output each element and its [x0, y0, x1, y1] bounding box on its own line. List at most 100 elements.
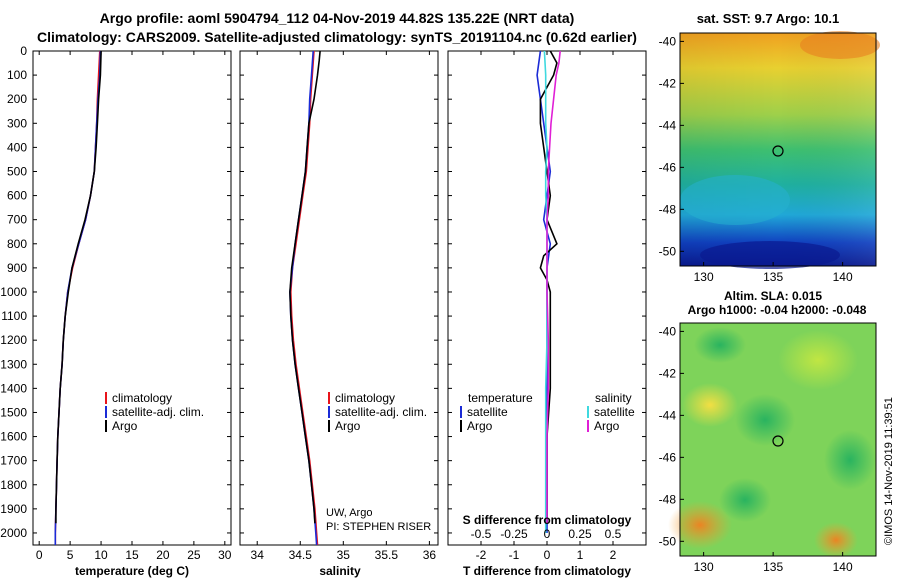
depth-tick-label: 800	[7, 237, 27, 251]
sla-map: Altim. SLA: 0.015 Argo h1000: -0.04 h200…	[659, 289, 877, 574]
difference-x-ticks: -2 -1 0 1 2	[476, 51, 617, 562]
satellite-adj-clim-line	[289, 50, 318, 546]
x-tick-label: 35	[337, 548, 351, 562]
salinity-series	[289, 50, 321, 546]
legend-climatology-label: climatology	[335, 391, 395, 405]
map-x-tick-label: 130	[694, 270, 714, 284]
sla-argo-location-marker	[772, 435, 784, 447]
map-y-tick-label: -48	[659, 492, 677, 506]
depth-tick-label: 700	[7, 213, 27, 227]
legend-argo-label: Argo	[112, 419, 138, 433]
s-difference-axis-label: S difference from climatology	[463, 513, 632, 527]
depth-tick-label: 1600	[0, 430, 27, 444]
legend-t-argo-label: Argo	[467, 419, 493, 433]
sst-map-frame	[679, 32, 877, 267]
figure-title-line1: Argo profile: aoml 5904794_112 04-Nov-20…	[100, 10, 575, 26]
legend-satellite-label: satellite-adj. clim.	[112, 405, 204, 419]
depth-tick-label: 1300	[0, 357, 27, 371]
pi-annotation-line2: PI: STEPHEN RISER	[326, 521, 431, 533]
legend-climatology-label: climatology	[112, 391, 172, 405]
sla-high-patch	[814, 522, 858, 558]
legend-s-argo-label: Argo	[594, 419, 620, 433]
salinity-legend: climatology satellite-adj. clim. Argo	[328, 391, 427, 433]
salinity-x-ticks: 34 34.5 35 35.5 36	[251, 51, 437, 562]
pi-annotation-line1: UW, Argo	[326, 507, 372, 519]
sla-map-frame	[679, 322, 877, 557]
depth-tick-label: 400	[7, 140, 27, 154]
temperature-x-ticks: 0 5 10 15 20 25 30	[36, 51, 232, 562]
x-tick-label: 20	[156, 548, 170, 562]
salinity-argo-line	[546, 50, 561, 524]
sla-low-patch	[824, 430, 876, 490]
temperature-satellite-line	[536, 50, 552, 533]
map-x-tick-label: 130	[694, 560, 714, 574]
map-y-tick-label: -50	[659, 244, 677, 258]
map-x-tick-label: 135	[763, 270, 783, 284]
sst-map-shading	[680, 33, 876, 266]
sla-low-patch	[719, 478, 771, 522]
s-diff-tick-label: 0.5	[605, 527, 622, 541]
temperature-panel: 0 5 10 15 20 25 30 temperature (deg C) climato…	[32, 50, 232, 578]
imos-timestamp: ©IMOS 14-Nov-2019 11:39:51	[883, 397, 895, 545]
argo-line	[55, 50, 102, 524]
temperature-x-label: temperature (deg C)	[75, 564, 189, 578]
map-y-tick-label: -40	[659, 34, 677, 48]
x-tick-label: -1	[509, 548, 520, 562]
map-y-tick-label: -50	[659, 534, 677, 548]
salinity-x-label: salinity	[319, 564, 361, 578]
sst-map-ticks: 130 135 140 -40 -42 -44 -46 -48 -50	[659, 34, 853, 284]
depth-tick-label: 1800	[0, 478, 27, 492]
sla-map-title-line1: Altim. SLA: 0.015	[724, 289, 822, 303]
sst-map-title: sat. SST: 9.7 Argo: 10.1	[697, 11, 840, 26]
s-diff-tick-label: -0.5	[471, 527, 492, 541]
sst-argo-location-marker	[772, 145, 784, 157]
x-tick-label: -2	[476, 548, 487, 562]
map-x-tick-label: 140	[833, 270, 853, 284]
t-difference-x-label: T difference from climatology	[463, 564, 631, 578]
sst-map: sat. SST: 9.7 Argo: 10.1 130 135 140 -40 -42…	[659, 11, 880, 284]
x-tick-label: 10	[94, 548, 108, 562]
map-y-tick-label: -42	[659, 366, 677, 380]
legend-argo-label: Argo	[335, 419, 361, 433]
map-y-tick-label: -48	[659, 202, 677, 216]
x-tick-label: 5	[67, 548, 74, 562]
depth-tick-label: 2000	[0, 526, 27, 540]
depth-tick-label: 1400	[0, 381, 27, 395]
climatology-line	[54, 50, 101, 545]
sla-map-ticks: 130 135 140 -40 -42 -44 -46 -48 -50	[659, 324, 853, 574]
x-tick-label: 34	[251, 548, 265, 562]
map-y-tick-label: -44	[659, 118, 677, 132]
sla-high-patch	[682, 383, 738, 427]
salinity-panel: 34 34.5 35 35.5 36 salinity climatology sate…	[239, 50, 439, 578]
map-x-tick-label: 140	[833, 560, 853, 574]
sla-low-patch	[735, 394, 795, 446]
depth-tick-label: 500	[7, 164, 27, 178]
depth-tick-label: 900	[7, 261, 27, 275]
climatology-line	[289, 50, 319, 546]
map-y-tick-label: -42	[659, 76, 677, 90]
temperature-legend: climatology satellite-adj. clim. Argo	[105, 391, 204, 433]
sst-warm-patch	[800, 31, 880, 59]
depth-tick-label: 1900	[0, 502, 27, 516]
depth-tick-label: 1000	[0, 285, 27, 299]
sla-map-title-line2: Argo h1000: -0.04 h2000: -0.048	[688, 303, 867, 317]
x-tick-label: 36	[423, 548, 437, 562]
map-y-tick-label: -40	[659, 324, 677, 338]
sla-high-patch	[668, 501, 732, 549]
x-tick-label: 15	[125, 548, 139, 562]
depth-tick-label: 1200	[0, 333, 27, 347]
argo-line	[289, 50, 321, 524]
x-tick-label: 34.5	[289, 548, 313, 562]
x-tick-label: 0	[36, 548, 43, 562]
x-tick-label: 30	[218, 548, 232, 562]
x-tick-label: 1	[577, 548, 584, 562]
map-y-tick-label: -46	[659, 450, 677, 464]
sla-low-patch	[694, 327, 746, 363]
map-x-tick-label: 135	[763, 560, 783, 574]
depth-tick-label: 1700	[0, 454, 27, 468]
legend-salinity-title: salinity	[595, 391, 632, 405]
satellite-adj-clim-line	[54, 50, 102, 545]
s-diff-tick-label: 0.25	[568, 527, 592, 541]
depth-tick-label: 300	[7, 116, 27, 130]
